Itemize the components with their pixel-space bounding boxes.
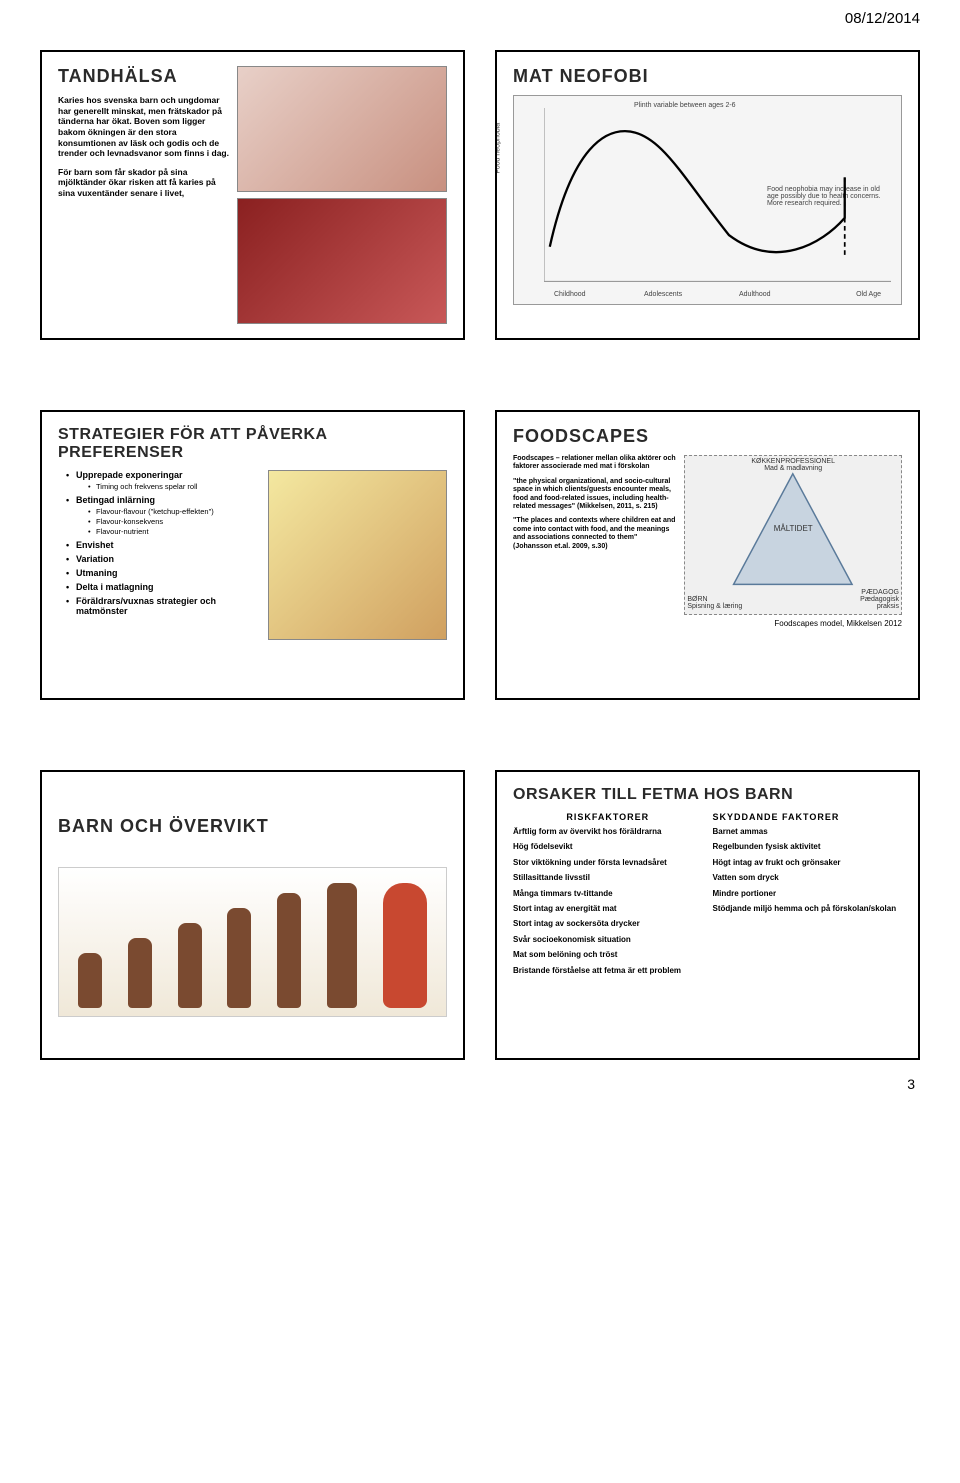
- x-tick: Old Age: [856, 291, 881, 298]
- slide-row: TANDHÄLSA Karies hos svenska barn och un…: [40, 50, 920, 340]
- risk-item: Många timmars tv-tittande: [513, 889, 703, 899]
- x-tick: Childhood: [554, 291, 586, 298]
- sub-list: Timing och frekvens spelar roll: [76, 482, 260, 491]
- child-eating-photo: [268, 470, 447, 640]
- protect-item: Högt intag av frukt och grönsaker: [713, 858, 903, 868]
- slide-foodscapes: FOODSCAPES Foodscapes – relationer mella…: [495, 410, 920, 700]
- sub-list-item: Timing och frekvens spelar roll: [88, 482, 260, 491]
- diagram-caption: Foodscapes model, Mikkelsen 2012: [684, 619, 902, 628]
- risk-item: Stor viktökning under första levnadsåret: [513, 858, 703, 868]
- slide-orsaker: ORSAKER TILL FETMA HOS BARN RISKFAKTORER…: [495, 770, 920, 1060]
- sub-list-item: Flavour-flavour ("ketchup-effekten"): [88, 507, 260, 516]
- protect-item: Barnet ammas: [713, 827, 903, 837]
- list-item: Föräldrars/vuxnas strategier och matmöns…: [66, 596, 260, 616]
- x-tick: Adulthood: [739, 291, 771, 298]
- evolution-illustration: [58, 867, 447, 1017]
- list-item: Envishet: [66, 540, 260, 550]
- protect-heading: SKYDDANDE FAKTORER: [713, 812, 903, 822]
- y-axis-label: Food neophobia: [495, 123, 502, 174]
- list-item: Variation: [66, 554, 260, 564]
- evolution-figure: [383, 883, 427, 1008]
- sub-list: Flavour-flavour ("ketchup-effekten")Flav…: [76, 507, 260, 536]
- evolution-figure: [128, 938, 152, 1008]
- slide-title: TANDHÄLSA: [58, 66, 229, 87]
- list-item: Betingad inlärningFlavour-flavour ("ketc…: [66, 495, 260, 536]
- protect-item: Mindre portioner: [713, 889, 903, 899]
- evolution-figure: [327, 883, 357, 1008]
- neophobia-line-chart: Food neophobia Plinth variable between a…: [513, 95, 902, 305]
- page-container: TANDHÄLSA Karies hos svenska barn och un…: [0, 0, 960, 1100]
- strategy-list: Upprepade exponeringarTiming och frekven…: [58, 470, 260, 616]
- quote-text: "the physical organizational, and socio-…: [513, 478, 676, 512]
- protect-item: Vatten som dryck: [713, 873, 903, 883]
- protect-item: Stödjande miljö hemma och på förskolan/s…: [713, 904, 903, 914]
- slide-strategier: STRATEGIER FÖR ATT PÅVERKA PREFERENSER U…: [40, 410, 465, 700]
- risk-item: Svår socioekonomisk situation: [513, 935, 703, 945]
- intro-text: Foodscapes – relationer mellan olika akt…: [513, 455, 676, 472]
- risk-item: Bristande förståelse att fetma är ett pr…: [513, 966, 703, 976]
- risk-heading: RISKFAKTORER: [513, 812, 703, 822]
- chart-curve: [544, 108, 891, 282]
- triangle-label-left: BØRN Spisning & læring: [687, 596, 742, 610]
- quote-text: "The places and contexts where children …: [513, 517, 676, 551]
- risk-item: Hög födelsevikt: [513, 842, 703, 852]
- protect-list: Barnet ammas Regelbunden fysisk aktivitet…: [713, 827, 903, 914]
- body-text: För barn som får skador på sina mjölktän…: [58, 167, 229, 199]
- slide-title: FOODSCAPES: [513, 426, 902, 447]
- risk-item: Stort intag av sockersöta drycker: [513, 919, 703, 929]
- page-number: 3: [907, 1076, 915, 1092]
- x-tick: Adolescents: [644, 291, 682, 298]
- slide-title: STRATEGIER FÖR ATT PÅVERKA PREFERENSER: [58, 426, 447, 462]
- sub-list-item: Flavour-nutrient: [88, 527, 260, 536]
- evolution-figure: [78, 953, 102, 1008]
- evolution-figure: [277, 893, 301, 1008]
- risk-item: Ärftlig form av övervikt hos föräldrarna: [513, 827, 703, 837]
- triangle-label-right: PÆDAGOG Pædagogisk praksis: [841, 589, 899, 610]
- triangle-label-center: MÅLTIDET: [685, 524, 901, 533]
- risk-item: Mat som belöning och tröst: [513, 950, 703, 960]
- evolution-figure: [178, 923, 202, 1008]
- protect-item: Regelbunden fysisk aktivitet: [713, 842, 903, 852]
- slide-title: BARN OCH ÖVERVIKT: [58, 816, 447, 837]
- document-date: 08/12/2014: [845, 10, 920, 27]
- slide-neofobi: MAT NEOFOBI Food neophobia Plinth variab…: [495, 50, 920, 340]
- sub-list-item: Flavour-konsekvens: [88, 517, 260, 526]
- slide-title: MAT NEOFOBI: [513, 66, 902, 87]
- slide-tandhalsa: TANDHÄLSA Karies hos svenska barn och un…: [40, 50, 465, 340]
- foodscapes-triangle-diagram: KØKKENPROFESSIONEL Mad & madlavning MÅLT…: [684, 455, 902, 615]
- triangle-label-top: KØKKENPROFESSIONEL Mad & madlavning: [685, 458, 901, 472]
- body-text: Karies hos svenska barn och ungdomar har…: [58, 95, 229, 159]
- slide-row: STRATEGIER FÖR ATT PÅVERKA PREFERENSER U…: [40, 410, 920, 700]
- list-item: Delta i matlagning: [66, 582, 260, 592]
- slide-overvikt: BARN OCH ÖVERVIKT: [40, 770, 465, 1060]
- risk-item: Stort intag av energität mat: [513, 904, 703, 914]
- list-item: Upprepade exponeringarTiming och frekven…: [66, 470, 260, 491]
- slide-title: ORSAKER TILL FETMA HOS BARN: [513, 786, 902, 804]
- caries-photo: [237, 198, 447, 324]
- list-item: Utmaning: [66, 568, 260, 578]
- risk-item: Stillasittande livsstil: [513, 873, 703, 883]
- teeth-photo: [237, 66, 447, 192]
- risk-list: Ärftlig form av övervikt hos föräldrarna…: [513, 827, 703, 976]
- evolution-figure: [227, 908, 251, 1008]
- slide-row: BARN OCH ÖVERVIKT ORSAKER TILL FETMA HOS…: [40, 770, 920, 1060]
